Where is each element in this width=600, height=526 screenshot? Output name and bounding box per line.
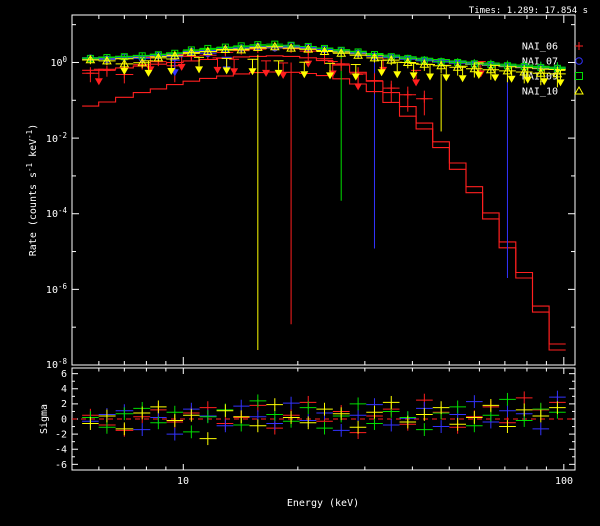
series-NAI_10-data: [82, 41, 566, 88]
sigma-tick--6: -6: [55, 460, 67, 471]
model-NAI_06_model: [82, 55, 566, 345]
y-tick-label-1e-8: 10-8: [46, 357, 68, 371]
sigma-tick-4: 4: [61, 384, 67, 395]
sigma-NAI_09: [82, 392, 566, 439]
residual-y-axis-title: Sigma: [39, 404, 50, 434]
legend-plus-marker-icon: [575, 42, 583, 50]
sigma-tick-0: 0: [61, 415, 67, 426]
sigma-NAI_10: [82, 395, 566, 446]
sigma-tick-6: 6: [61, 369, 67, 380]
model-NAI_06_model_low: [82, 71, 566, 351]
main-panel-frame: [71, 14, 576, 366]
axis-ticks: [72, 15, 575, 470]
sigma-tick--2: -2: [55, 430, 67, 441]
legend-square-marker-icon: [575, 72, 583, 80]
sigma-tick--4: -4: [55, 445, 67, 456]
legend-label-nai10: NAI_10: [522, 87, 558, 98]
legend-label-nai09: NAI_09: [522, 72, 558, 83]
legend-label-nai06: NAI_06: [522, 42, 558, 53]
main-y-axis-title: Rate (counts s-1 keV-1): [25, 124, 39, 256]
x-tick-label-100: 100: [555, 476, 573, 487]
x-axis-title: Energy (keV): [287, 498, 359, 509]
legend-triangle-marker-icon: [574, 85, 584, 95]
legend: NAI_06 NAI_07 NAI_09 NAI_10: [522, 42, 584, 98]
plot-title: Times: 1.289: 17.854 s: [469, 6, 588, 16]
x-tick-label-10: 10: [177, 476, 189, 487]
y-tick-label-1e-4: 10-4: [46, 206, 68, 220]
legend-circle-marker-icon: [575, 57, 583, 65]
y-tick-label-1e-6: 10-6: [46, 282, 68, 296]
y-tick-label-1e0: 100: [50, 55, 67, 69]
y-tick-label-1e-2: 10-2: [46, 131, 67, 145]
legend-label-nai07: NAI_07: [522, 57, 558, 68]
sigma-tick-2: 2: [61, 399, 67, 410]
